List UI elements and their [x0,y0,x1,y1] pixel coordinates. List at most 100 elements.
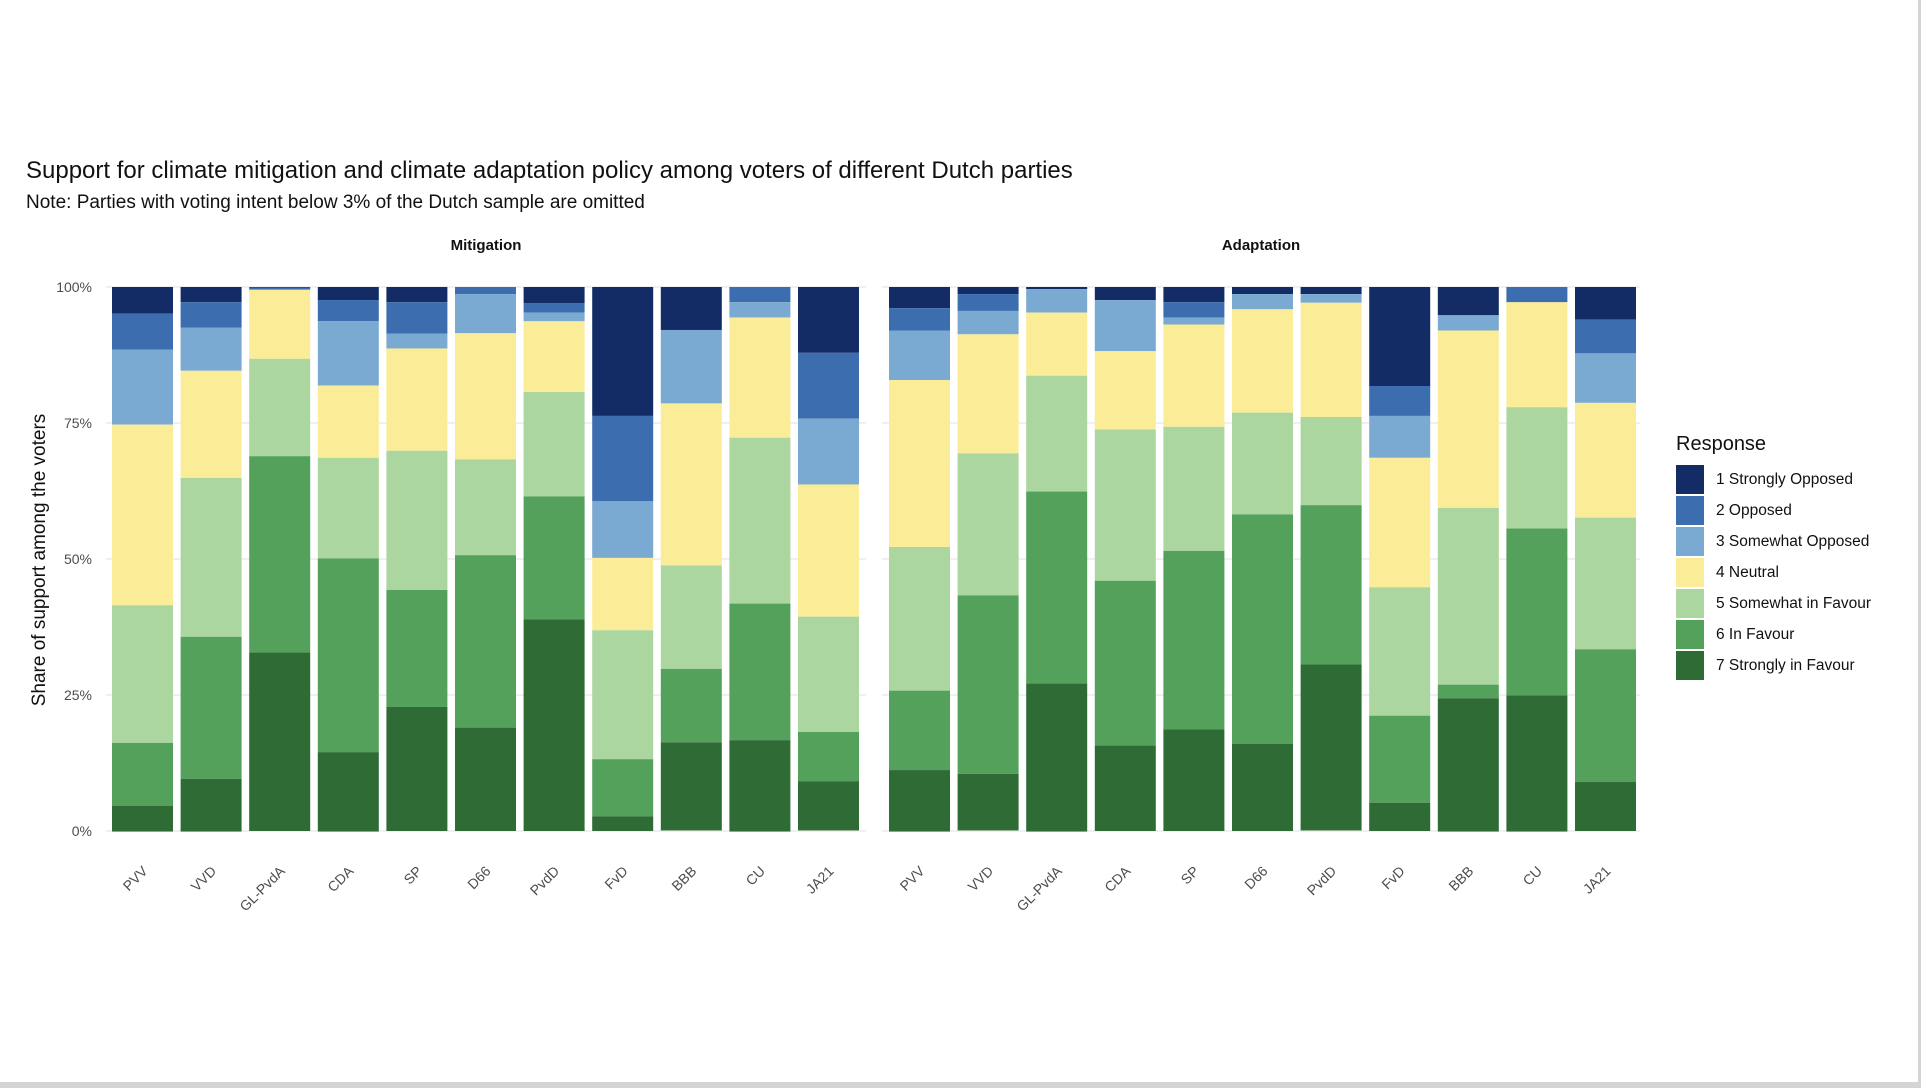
bar-segment-mitigation-pvdd-5 [523,391,585,497]
legend-item: 3 Somewhat Opposed [1676,526,1871,557]
bar-segment-mitigation-pvv-1 [112,287,173,314]
bar-segment-adaptation-cu-2 [1506,287,1568,303]
bar-segment-mitigation-bbb-4 [660,403,722,566]
x-tick-label-adaptation: PVV [896,862,928,894]
bar-segment-mitigation-sp-1 [386,287,448,303]
bar-segment-mitigation-pvdd-3 [523,312,585,322]
bar-segment-adaptation-gl-pvda-4 [1026,312,1088,376]
bar-segment-adaptation-d66-5 [1232,412,1293,515]
bar-segment-adaptation-fvd-3 [1369,415,1431,458]
bar-segment-adaptation-fvd-6 [1369,715,1431,803]
bar-segment-adaptation-sp-7 [1163,729,1225,831]
chart-subtitle: Note: Parties with voting intent below 3… [26,192,645,213]
x-tick-label-adaptation: SP [1177,863,1202,888]
x-tick-label-adaptation: GL-PvdA [1013,862,1065,914]
bar-segment-mitigation-ja21-7 [798,781,859,831]
bar-segment-mitigation-bbb-7 [660,742,722,831]
bar-segment-mitigation-pvdd-2 [523,303,585,313]
x-tick-label-mitigation: SP [400,863,425,888]
bar-segment-adaptation-bbb-3 [1437,315,1499,331]
bar-segment-mitigation-sp-2 [386,302,448,334]
x-tick-label-adaptation: PvdD [1304,863,1340,899]
bar-segment-mitigation-sp-4 [386,348,448,451]
bar-segment-mitigation-d66-3 [455,294,516,334]
bar-segment-adaptation-gl-pvda-1 [1026,287,1088,290]
bar-segment-mitigation-sp-5 [386,450,448,591]
x-tick-label-adaptation: CDA [1101,862,1134,895]
x-tick-label-adaptation: FvD [1378,863,1407,892]
bar-segment-adaptation-ja21-3 [1575,353,1636,403]
bar-segment-mitigation-d66-5 [455,459,516,556]
bar-segment-adaptation-cu-5 [1506,407,1568,529]
legend-key [1676,620,1704,649]
bar-segment-mitigation-vvd-7 [180,778,242,832]
bar-segment-mitigation-pvv-4 [112,424,173,606]
bar-segment-mitigation-pvv-6 [112,742,173,806]
x-tick-label-mitigation: FvD [601,863,630,892]
bar-segment-mitigation-vvd-1 [180,287,242,303]
legend-label: 2 Opposed [1716,501,1792,519]
legend-label: 7 Strongly in Favour [1716,656,1855,674]
bar-segment-mitigation-cu-2 [729,287,791,303]
bar-segment-adaptation-cu-6 [1506,528,1568,696]
bar-segment-mitigation-fvd-5 [592,630,654,760]
bar-segment-adaptation-pvv-3 [889,330,950,381]
bar-segment-mitigation-vvd-4 [180,370,242,478]
bar-segment-mitigation-bbb-3 [660,329,722,404]
bar-segment-mitigation-ja21-6 [798,731,859,782]
bar-segment-mitigation-bbb-1 [660,287,722,330]
y-tick-label: 0% [72,823,92,839]
bar-segment-adaptation-fvd-4 [1369,457,1431,588]
bar-segment-mitigation-pvdd-7 [523,619,585,831]
bar-segment-mitigation-vvd-5 [180,477,242,637]
bar-segment-mitigation-cda-7 [317,752,379,832]
bar-segment-mitigation-cda-6 [317,558,379,753]
bar-segment-adaptation-fvd-5 [1369,587,1431,716]
bar-segment-adaptation-vvd-2 [957,294,1019,311]
bar-segment-mitigation-vvd-3 [180,327,242,371]
bar-segment-adaptation-bbb-4 [1437,330,1499,508]
bar-segment-adaptation-cda-4 [1094,351,1156,430]
bar-segment-adaptation-sp-4 [1163,324,1225,427]
bar-segment-mitigation-bbb-6 [660,668,722,743]
bar-segment-mitigation-pvdd-1 [523,287,585,304]
bar-segment-adaptation-fvd-1 [1369,287,1431,387]
bar-segment-adaptation-gl-pvda-5 [1026,375,1088,492]
y-axis-label: Share of support among the voters [29,414,50,707]
x-tick-label-adaptation: D66 [1241,863,1271,893]
bar-segment-mitigation-cda-2 [317,300,379,322]
bar-segment-mitigation-gl-pvda-2 [249,287,311,290]
legend-label: 1 Strongly Opposed [1716,470,1854,488]
bar-segment-adaptation-d66-6 [1232,514,1293,744]
bar-segment-adaptation-pvv-5 [889,547,950,691]
x-tick-label-mitigation: CU [742,863,768,889]
bar-segment-adaptation-d66-7 [1232,743,1293,831]
bar-segment-mitigation-pvdd-4 [523,321,585,392]
bar-segment-adaptation-vvd-6 [957,595,1019,774]
bar-segment-adaptation-sp-2 [1163,302,1225,318]
bar-segment-mitigation-cu-7 [729,740,791,832]
bar-segment-adaptation-vvd-5 [957,453,1019,596]
legend-key [1676,496,1704,525]
bar-segment-adaptation-pvv-6 [889,690,950,771]
bar-segment-mitigation-ja21-4 [798,484,859,617]
bar-segment-mitigation-cu-5 [729,437,791,604]
bar-segment-adaptation-sp-3 [1163,317,1225,325]
bar-segment-mitigation-d66-6 [455,555,516,728]
bar-segment-mitigation-gl-pvda-1 [249,287,311,288]
bar-segment-adaptation-ja21-5 [1575,517,1636,650]
bar-segment-mitigation-cda-4 [317,385,379,458]
bar-segment-adaptation-bbb-7 [1437,698,1499,832]
x-tick-label-mitigation: GL-PvdA [236,862,288,914]
x-tick-label-mitigation: D66 [464,863,494,893]
bar-segment-mitigation-fvd-1 [592,287,654,416]
legend-item: 4 Neutral [1676,557,1871,588]
bar-segment-mitigation-d66-2 [455,287,516,295]
bar-segment-mitigation-fvd-3 [592,501,654,558]
x-tick-label-mitigation: PVV [119,862,151,894]
bar-segment-mitigation-bbb-5 [660,565,722,669]
bar-segment-mitigation-sp-6 [386,590,448,707]
x-tick-label-adaptation: CU [1519,863,1545,889]
bar-segment-mitigation-pvdd-6 [523,496,585,620]
